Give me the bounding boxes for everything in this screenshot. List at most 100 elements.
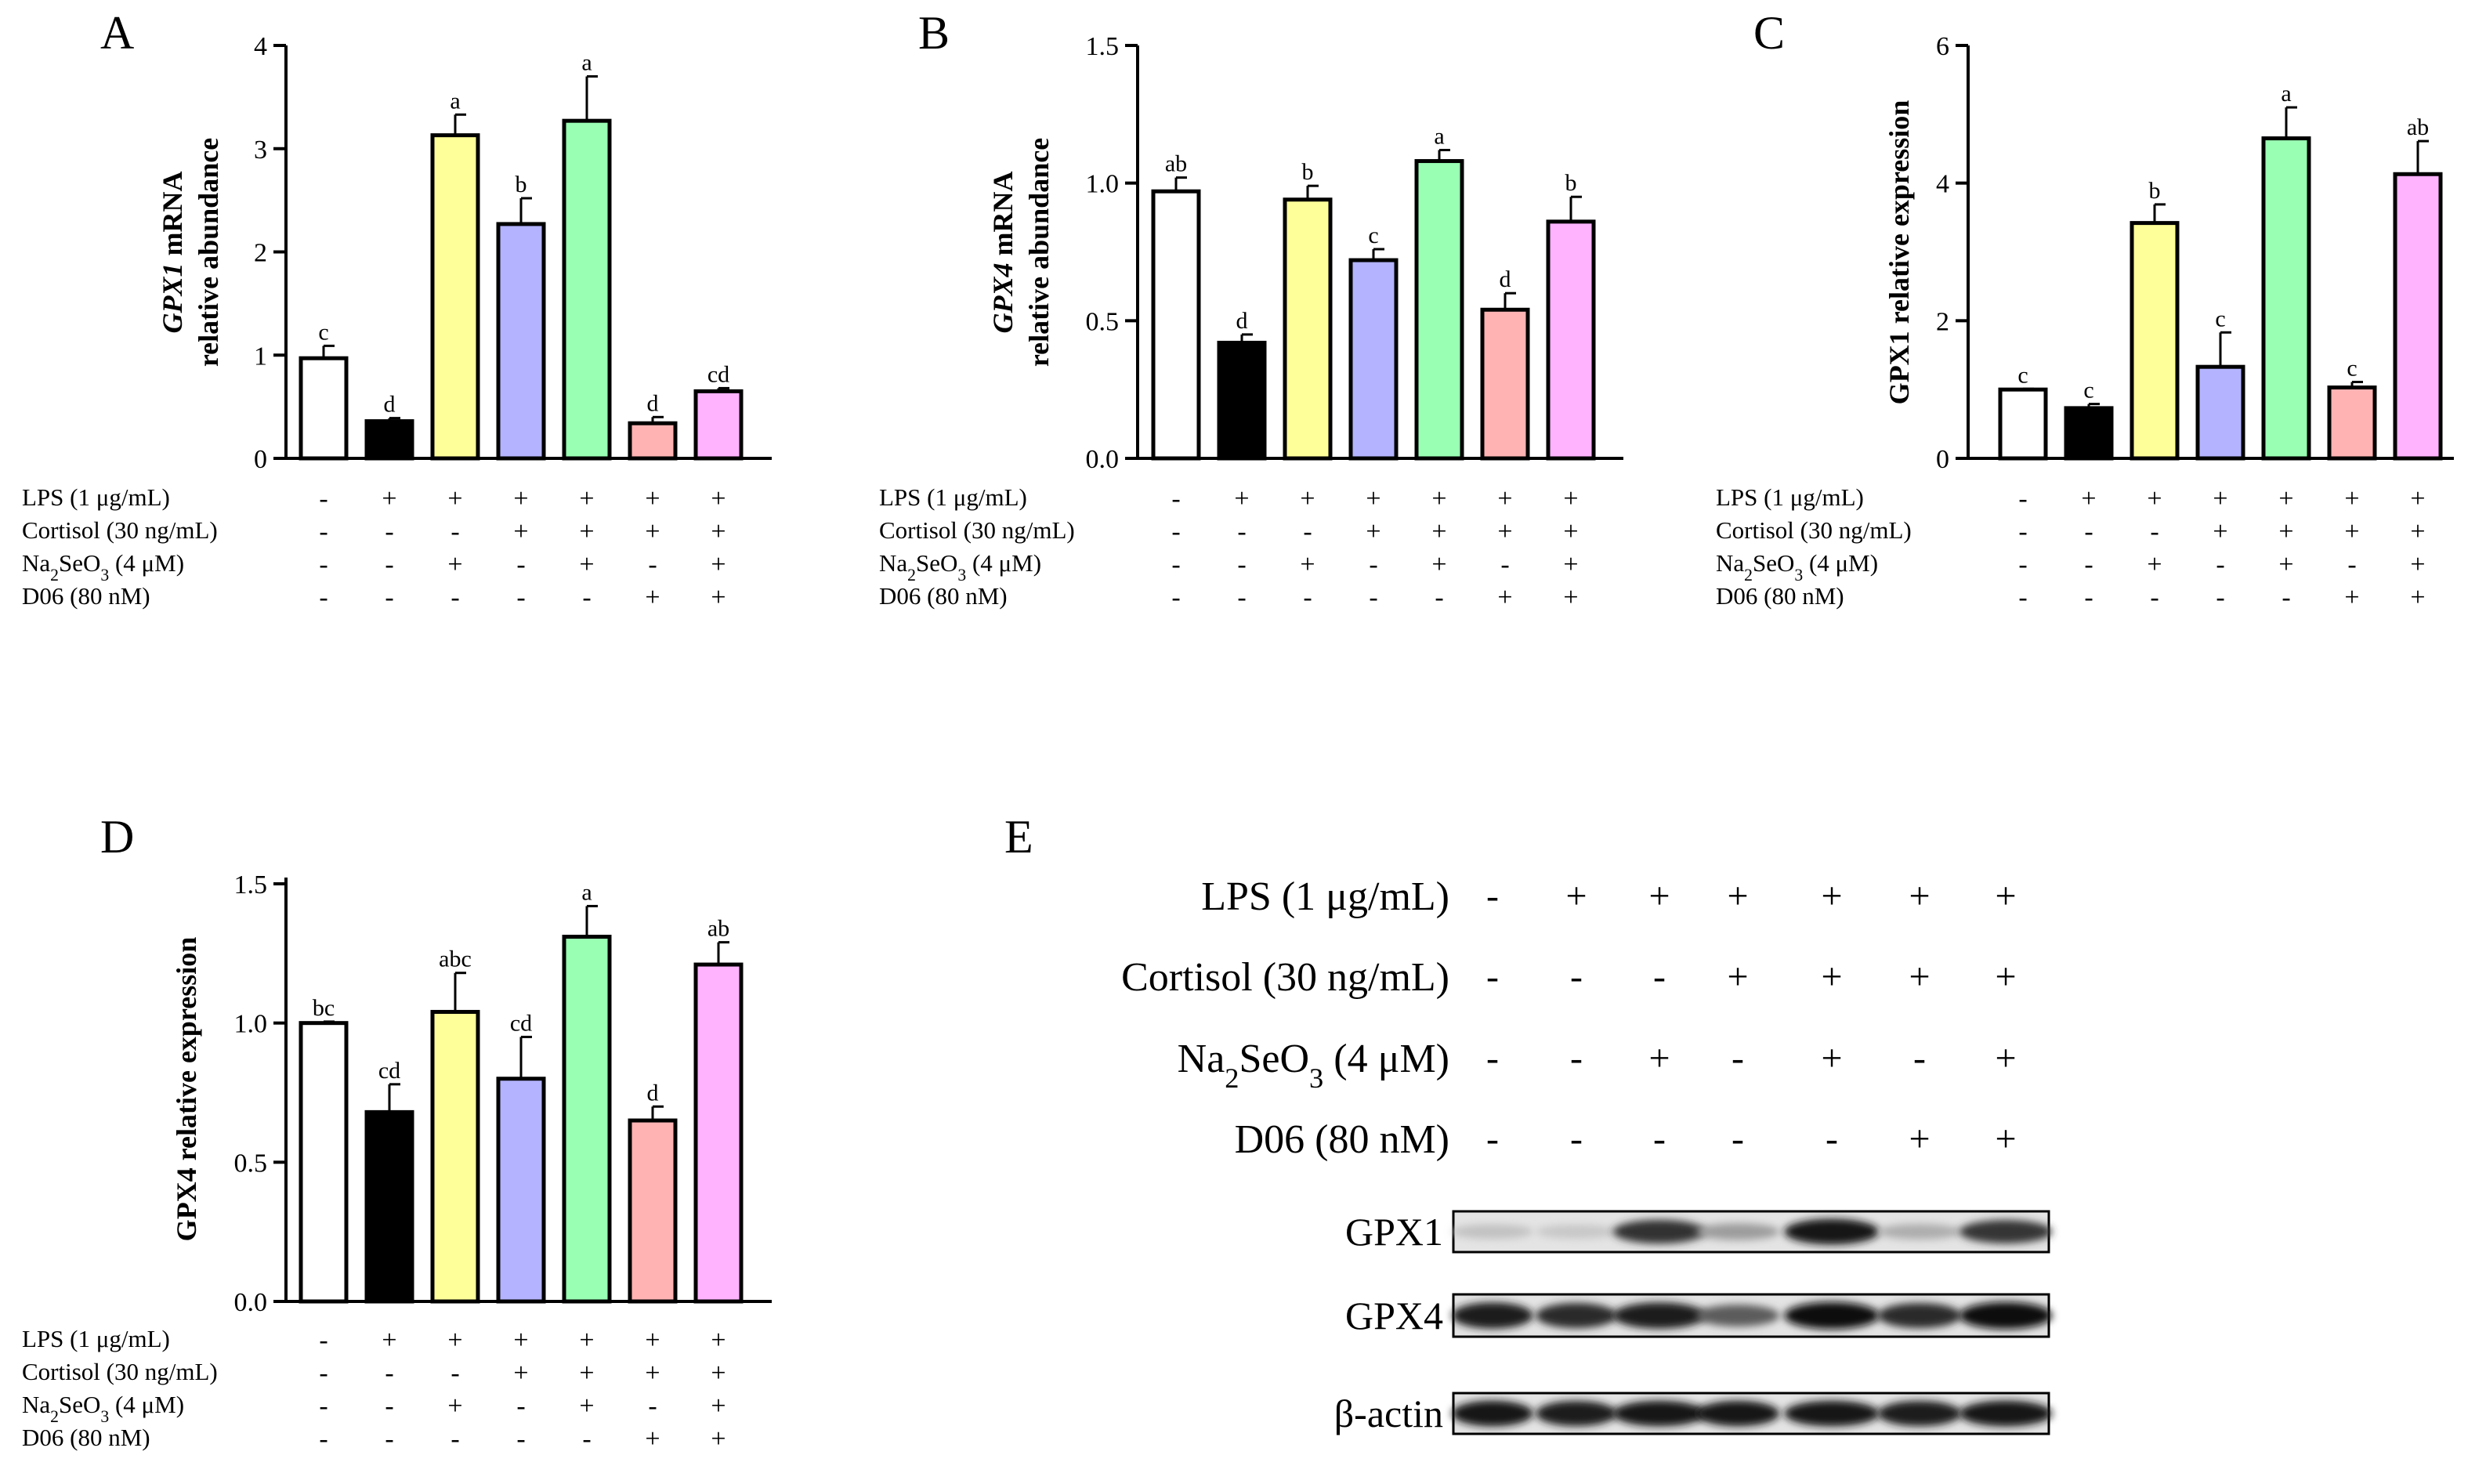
panel-b-y-label-line2: relative abundance (1023, 138, 1055, 367)
panel-d-cond-label-sub-2: 2 (50, 1407, 59, 1426)
panel-d-bar (430, 1009, 480, 1304)
panel-d-cond-sign: - (516, 1424, 525, 1453)
panel-c-sig-letter: ab (2407, 114, 2429, 140)
panel-b-cond-na2seo3-label: Na2SeO3 (4 μM) (879, 549, 1041, 585)
panel-a-ticks: 0 1 2 3 4 (254, 32, 286, 474)
panel-c-cond-sign: - (2150, 583, 2159, 612)
panel-b-cond-label-0: LPS (1 μg/mL) (879, 483, 1027, 511)
panel-e-cond-sign: - (1570, 956, 1583, 997)
panel-b-bar (1414, 159, 1464, 461)
panel-a-sig-letter: cd (707, 361, 729, 387)
panel-d-conditions: LPS (1 μg/mL) - + + + + + + Cortisol (30 ng/mL) -… (22, 1325, 726, 1453)
panel-d-cond-sign: - (582, 1424, 591, 1453)
panel-c-cond-sign: - (2150, 517, 2159, 546)
panel-d-cond-sign: + (645, 1424, 660, 1453)
panel-c-cond-sign: + (2278, 550, 2293, 579)
panel-d-letter: D (100, 811, 134, 863)
panel-c-cond-sign: - (2084, 583, 2093, 612)
panel-a-cond-label-sub-2: 2 (50, 566, 59, 585)
panel-e-blot-band (1452, 1400, 1533, 1427)
panel-b-cond-sign: + (1563, 484, 1578, 513)
panel-e-blot-band (1695, 1400, 1780, 1427)
panel-c: C GPX1 relative expression 0 2 4 6 c c b c a c ab… (1716, 7, 2454, 612)
panel-e-na2seo3-label: Na2SeO3 (4 μM) (1178, 1037, 1449, 1094)
panel-a-cond-sign: - (385, 550, 393, 579)
panel-e-cond-sign: + (1648, 1037, 1670, 1079)
panel-e-cond-sign: + (1995, 1118, 2016, 1160)
panel-c-cond-sign: + (2344, 517, 2359, 546)
panel-b-cond-sign: - (1500, 550, 1509, 579)
panel-e-cond-sign: + (1909, 956, 1930, 997)
panel-d-cond-sign: + (513, 1326, 528, 1355)
panel-d-sig-letter: a (581, 879, 592, 905)
panel-c-cond-sign: - (2084, 517, 2093, 546)
panel-c-cond-sign: - (2018, 583, 2027, 612)
panel-e-label-na: Na (1178, 1037, 1225, 1081)
panel-b-sig-letter: c (1368, 223, 1378, 248)
panel-a-cond-label-sub-3: 3 (100, 566, 109, 585)
panel-c-cond-label-0: LPS (1 μg/mL) (1716, 483, 1864, 511)
panel-a-tick-label: 3 (254, 136, 267, 165)
panel-d-cond-sign: + (447, 1326, 462, 1355)
panel-c-cond-sign: + (2410, 484, 2425, 513)
panel-b-cond-sign: + (1497, 484, 1512, 513)
panel-b-bar (1480, 307, 1530, 461)
panel-a-cond-sign: - (385, 583, 393, 612)
panel-d-tick-label: 0.5 (234, 1149, 268, 1178)
panel-d-bar (628, 1118, 678, 1304)
panel-b-cond-label-sub-3: 3 (957, 566, 966, 585)
panel-b-cond-sign: + (1563, 517, 1578, 546)
panel-b-cond-sign: + (1497, 517, 1512, 546)
panel-a-tick-label: 2 (254, 239, 267, 268)
panel-c-cond-label-sub-3: 3 (1794, 566, 1803, 585)
panel-d-cond-label-3: D06 (80 nM) (22, 1424, 150, 1451)
panel-a-sig-letter: b (516, 172, 527, 197)
panel-e-cond-sign: - (1732, 1037, 1744, 1079)
panel-b-cond-sign: + (1563, 583, 1578, 612)
panel-a-sig-letter: d (647, 390, 659, 416)
panel-b-y-label-gene: GPX4 (987, 262, 1019, 333)
panel-a-cond-sign: - (319, 583, 327, 612)
panel-c-cond-sign: + (2410, 517, 2425, 546)
panel-a-cond-sign: - (516, 550, 525, 579)
panel-a-cond-sign: + (711, 550, 726, 579)
panel-e-cond-sign: + (1909, 875, 1930, 917)
panel-b-tick-label: 1.5 (1086, 32, 1120, 61)
panel-c-bar (2130, 221, 2180, 461)
panel-a-sig-letter: a (581, 50, 592, 76)
panel-c-bar (2195, 364, 2245, 461)
panel-c-cond-sign: - (2216, 583, 2224, 612)
panel-b-cond-sign: + (1300, 484, 1315, 513)
panel-b-bar (1546, 219, 1596, 461)
panel-e-blot-band (1784, 1218, 1880, 1245)
panel-b-letter: B (918, 7, 950, 59)
panel-c-cond-sign: + (2147, 550, 2162, 579)
panel-e-blot-band (1695, 1305, 1780, 1327)
panel-d-cond-sign: - (385, 1424, 393, 1453)
panel-d-cond-sign: - (385, 1392, 393, 1421)
panel-c-tick-label: 2 (1936, 307, 1949, 336)
panel-e-blot-band (1452, 1302, 1533, 1329)
panel-c-bar (2261, 136, 2311, 461)
panel-b-cond-sign: + (1431, 484, 1446, 513)
panel-a-y-label-gene: GPX1 (157, 262, 188, 333)
panel-c-cond-sign: - (2018, 517, 2027, 546)
panel-a-bar (628, 421, 678, 461)
panel-c-cond-label-dose: (4 μM) (1803, 549, 1878, 577)
panel-c-cond-label-sub-2: 2 (1744, 566, 1753, 585)
panel-c-cond-sign: - (2018, 484, 2027, 513)
panel-d-sig-letter: cd (510, 1010, 532, 1036)
panel-a-bar (364, 419, 414, 461)
panel-a-cond-sign: + (645, 517, 660, 546)
panel-c-cond-sign: + (2213, 517, 2227, 546)
panel-a-cond-sign: + (645, 583, 660, 612)
panel-d-sig-letter: abc (439, 947, 472, 972)
panel-e-label-dose: (4 μM) (1323, 1037, 1449, 1081)
panel-d-cond-sign: - (385, 1359, 393, 1388)
panel-d-cond-sign: - (319, 1424, 327, 1453)
panel-e-cond-label-0: LPS (1 μg/mL) (1201, 874, 1449, 919)
panel-a-tick-label: 1 (254, 342, 267, 371)
panel-a-sig-letter: d (384, 392, 396, 418)
panel-d-cond-sign: - (319, 1326, 327, 1355)
